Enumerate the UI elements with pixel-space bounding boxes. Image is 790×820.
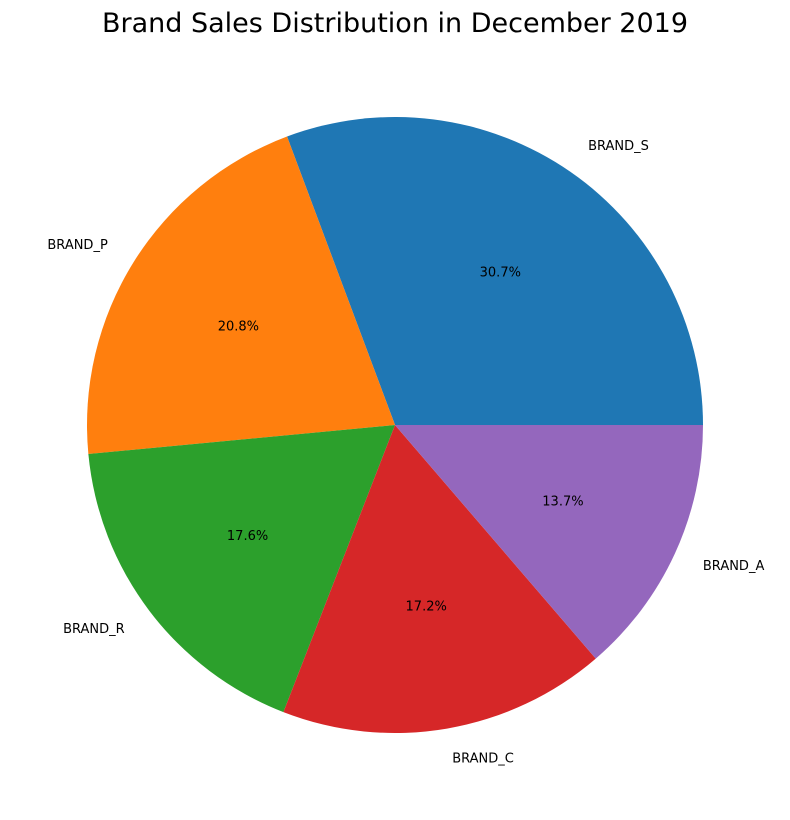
slice-percent-brand-a: 13.7% [542,495,583,510]
slice-label-brand-r: BRAND_R [63,622,125,637]
slice-label-brand-s: BRAND_S [588,139,649,154]
chart-title: Brand Sales Distribution in December 201… [102,8,688,39]
slice-label-brand-p: BRAND_P [47,238,108,253]
slice-percent-brand-s: 30.7% [480,266,521,281]
pie-slice-brand-a [395,425,703,659]
pie-slice-brand-p [87,136,396,454]
slice-percent-brand-p: 20.8% [218,319,259,334]
slice-percent-brand-c: 17.2% [406,600,447,615]
slice-label-brand-a: BRAND_A [703,559,765,574]
pie-slice-brand-c [283,425,596,733]
pie-slice-brand-s [287,117,703,425]
slice-label-brand-c: BRAND_C [452,751,514,766]
pie-slice-brand-r [88,425,395,713]
slice-percent-brand-r: 17.6% [227,529,268,544]
pie-slices [87,117,703,733]
pie-labels: BRAND_S 30.7% BRAND_P 20.8% BRAND_R 17.6% BRAN… [47,139,764,766]
